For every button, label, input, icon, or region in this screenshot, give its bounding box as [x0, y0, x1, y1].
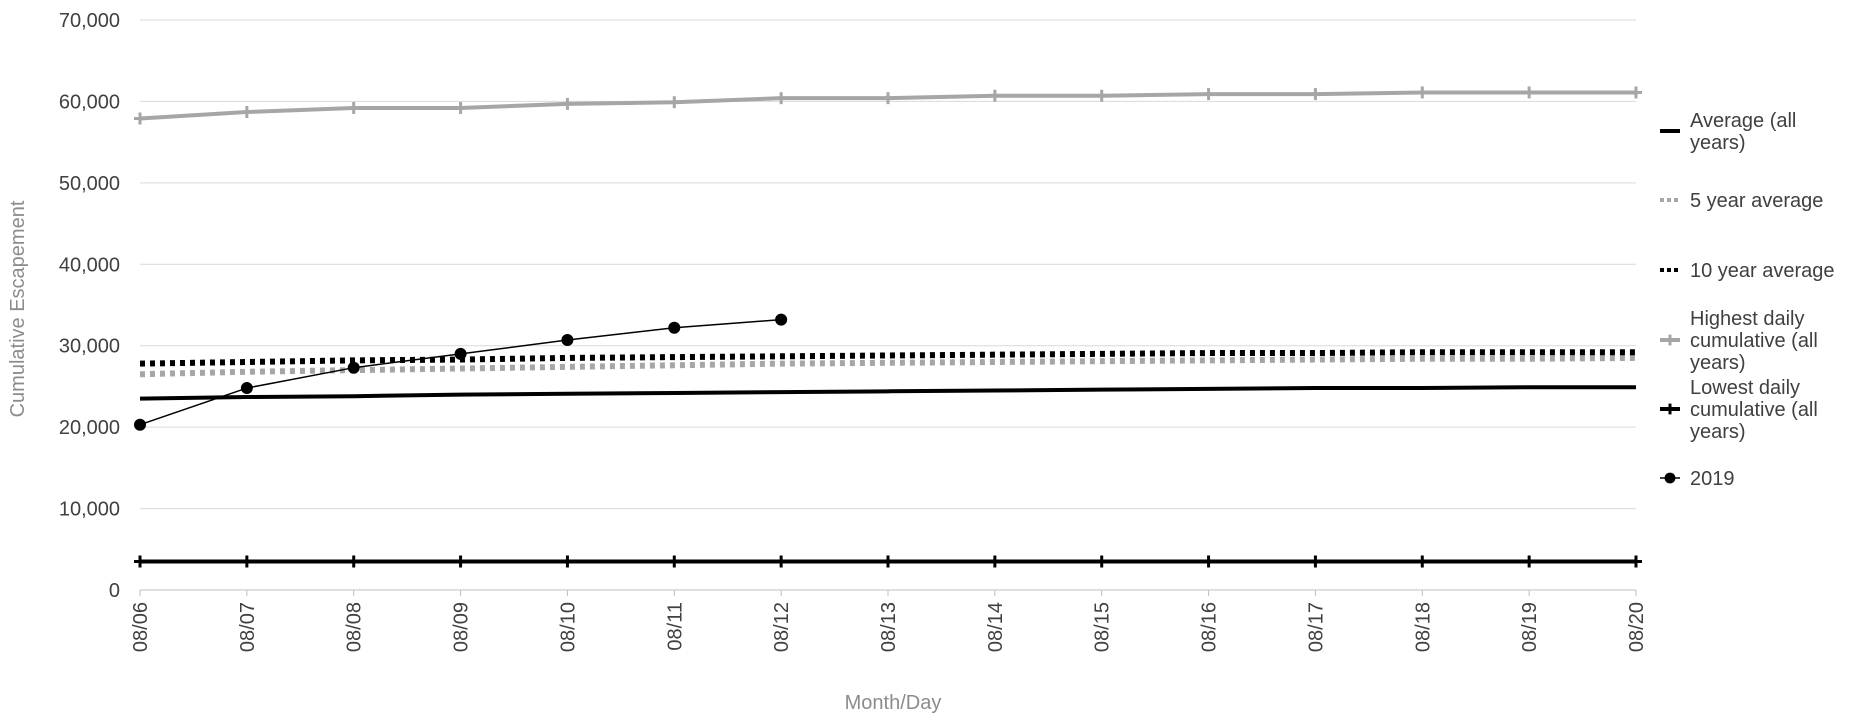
x-tick-label: 08/13 — [878, 602, 900, 652]
x-tick-label: 08/19 — [1519, 602, 1541, 652]
gridlines — [140, 19, 1636, 591]
data-point-marker — [347, 361, 360, 374]
series-highest-daily-cumulative-all-years — [134, 86, 1642, 125]
data-point-marker — [561, 334, 574, 347]
legend-item: Lowest daily cumulative (all years) — [1660, 377, 1818, 443]
data-point-marker — [134, 555, 146, 568]
data-point-marker — [1202, 88, 1215, 101]
data-point-marker — [454, 555, 467, 568]
legend-label: 5 year average — [1690, 190, 1823, 212]
y-axis-title: Cumulative Escapement — [7, 200, 29, 417]
legend-label: Lowest daily cumulative (all years) — [1690, 377, 1818, 443]
data-point-marker — [1664, 403, 1676, 415]
series-line — [139, 318, 782, 426]
y-tick-label: 60,000 — [59, 91, 120, 113]
data-point-marker — [1309, 555, 1322, 568]
legend-label: Highest daily cumulative (all years) — [1690, 308, 1818, 374]
y-tick-label: 50,000 — [59, 173, 120, 195]
series-lines — [134, 86, 1642, 568]
series-line — [139, 385, 1636, 401]
x-tick-label: 08/14 — [985, 602, 1007, 652]
data-point-marker — [1630, 86, 1642, 99]
data-point-marker — [668, 555, 681, 568]
data-point-marker — [134, 418, 146, 431]
legend-item: 5 year average — [1660, 190, 1823, 212]
data-point-marker — [1416, 555, 1429, 568]
data-point-marker — [1664, 334, 1676, 346]
x-tick-label: 08/15 — [1092, 602, 1114, 652]
data-point-marker — [561, 97, 574, 110]
x-tick-label: 08/17 — [1305, 602, 1327, 652]
data-point-marker — [775, 92, 788, 105]
data-point-marker — [1523, 555, 1536, 568]
x-tick-label: 08/12 — [771, 602, 793, 652]
y-tick-label: 30,000 — [59, 336, 120, 358]
data-point-marker — [240, 106, 253, 119]
series-average-all-years — [139, 385, 1636, 401]
data-point-marker — [347, 555, 360, 568]
data-point-marker — [988, 555, 1001, 568]
x-tick-label: 08/20 — [1626, 602, 1648, 652]
data-point-marker — [1095, 555, 1108, 568]
data-point-marker — [1664, 472, 1676, 484]
x-tick-label: 08/09 — [451, 602, 473, 652]
legend-item: Highest daily cumulative (all years) — [1660, 308, 1818, 374]
legend-item: 2019 — [1660, 468, 1735, 490]
legend-label: 2019 — [1690, 468, 1735, 490]
data-point-marker — [668, 321, 681, 334]
legend-item: Average (all years) — [1660, 110, 1796, 154]
data-point-marker — [668, 96, 681, 109]
data-point-marker — [1095, 89, 1108, 102]
x-tick-label: 08/10 — [557, 602, 579, 652]
legend-label: 10 year average — [1690, 260, 1835, 282]
data-point-marker — [1416, 86, 1429, 99]
data-point-marker — [1523, 86, 1536, 99]
legend-label: Average (all years) — [1690, 110, 1796, 154]
legend: Average (all years) 5 year average 10 year … — [1660, 110, 1835, 490]
x-tick-label: 08/11 — [664, 602, 686, 651]
data-point-marker — [134, 112, 146, 125]
y-tick-label: 0 — [109, 580, 120, 602]
x-tick-label: 08/08 — [344, 602, 366, 652]
series-lowest-daily-cumulative-all-years — [134, 555, 1642, 568]
legend-item: 10 year average — [1660, 260, 1835, 282]
x-tick-label: 08/16 — [1199, 602, 1221, 652]
data-point-marker — [240, 555, 253, 568]
x-axis-title: Month/Day — [845, 692, 942, 714]
data-point-marker — [988, 89, 1001, 102]
data-point-marker — [1309, 88, 1322, 101]
y-tick-label: 10,000 — [59, 499, 120, 521]
y-tick-label: 70,000 — [59, 10, 120, 32]
data-point-marker — [775, 313, 788, 326]
data-point-marker — [454, 347, 467, 360]
y-tick-label: 40,000 — [59, 254, 120, 276]
x-tick-label: 08/06 — [130, 602, 152, 652]
data-point-marker — [882, 555, 894, 568]
x-tick-label: 08/18 — [1412, 602, 1434, 652]
data-point-marker — [882, 92, 894, 105]
series-2019 — [134, 313, 788, 431]
x-tick-label: 08/07 — [237, 602, 259, 652]
y-tick-label: 20,000 — [59, 417, 120, 439]
data-point-marker — [1630, 555, 1642, 568]
data-point-marker — [775, 555, 788, 568]
data-point-marker — [240, 382, 253, 395]
data-point-marker — [561, 555, 574, 568]
data-point-marker — [454, 101, 467, 114]
data-point-marker — [1202, 555, 1215, 568]
data-point-marker — [347, 101, 360, 114]
axes: Cumulative Escapement Month/Day 0 10,000 2… — [7, 10, 1648, 714]
